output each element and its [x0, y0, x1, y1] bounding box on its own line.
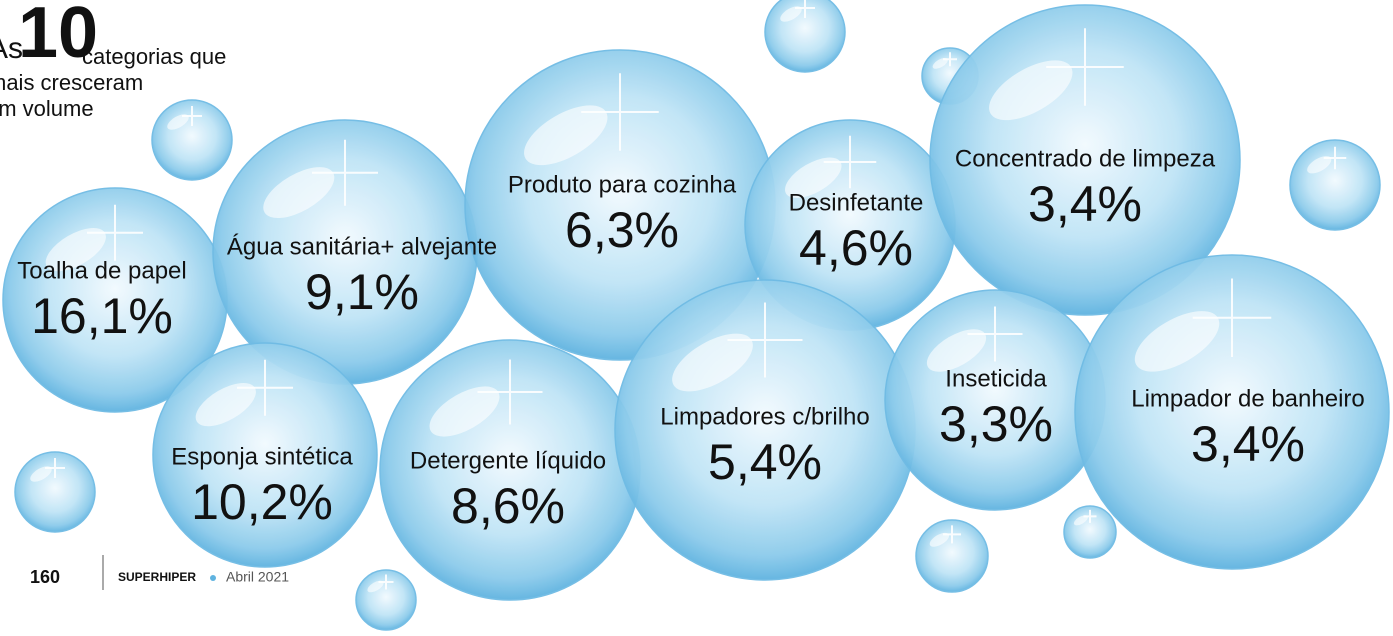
item-label: Concentrado de limpeza: [955, 145, 1216, 172]
page-number: 160: [30, 567, 60, 587]
header-line: categorias que: [82, 44, 226, 69]
item-label: Limpadores c/brilho: [660, 403, 869, 430]
item-value: 3,4%: [1191, 416, 1305, 472]
date: Abril 2021: [226, 569, 289, 585]
header-line: mais cresceram: [0, 70, 143, 95]
item-label: Toalha de papel: [17, 257, 186, 284]
item-label: Produto para cozinha: [508, 171, 737, 198]
item-value: 9,1%: [305, 264, 419, 320]
item-value: 5,4%: [708, 434, 822, 490]
bubbles: [3, 0, 1389, 630]
item-label: Detergente líquido: [410, 447, 606, 474]
item-value: 16,1%: [31, 288, 173, 344]
dot: [210, 575, 216, 581]
item-value: 10,2%: [191, 474, 333, 530]
item-label: Limpador de banheiro: [1131, 385, 1365, 412]
item-value: 6,3%: [565, 202, 679, 258]
item-label: Água sanitária+ alvejante: [227, 233, 497, 260]
page: As 10 categorias que mais cresceram em v…: [0, 0, 1393, 636]
item-value: 4,6%: [799, 220, 913, 276]
item-label: Esponja sintética: [171, 443, 353, 470]
item-label: Desinfetante: [789, 189, 924, 216]
header-line: em volume: [0, 96, 94, 121]
item-label: Inseticida: [945, 365, 1047, 392]
item-value: 8,6%: [451, 478, 565, 534]
magazine: SUPERHIPER: [118, 570, 196, 584]
item-value: 3,3%: [939, 396, 1053, 452]
item-value: 3,4%: [1028, 176, 1142, 232]
infographic: As 10 categorias que mais cresceram em v…: [0, 0, 1393, 636]
